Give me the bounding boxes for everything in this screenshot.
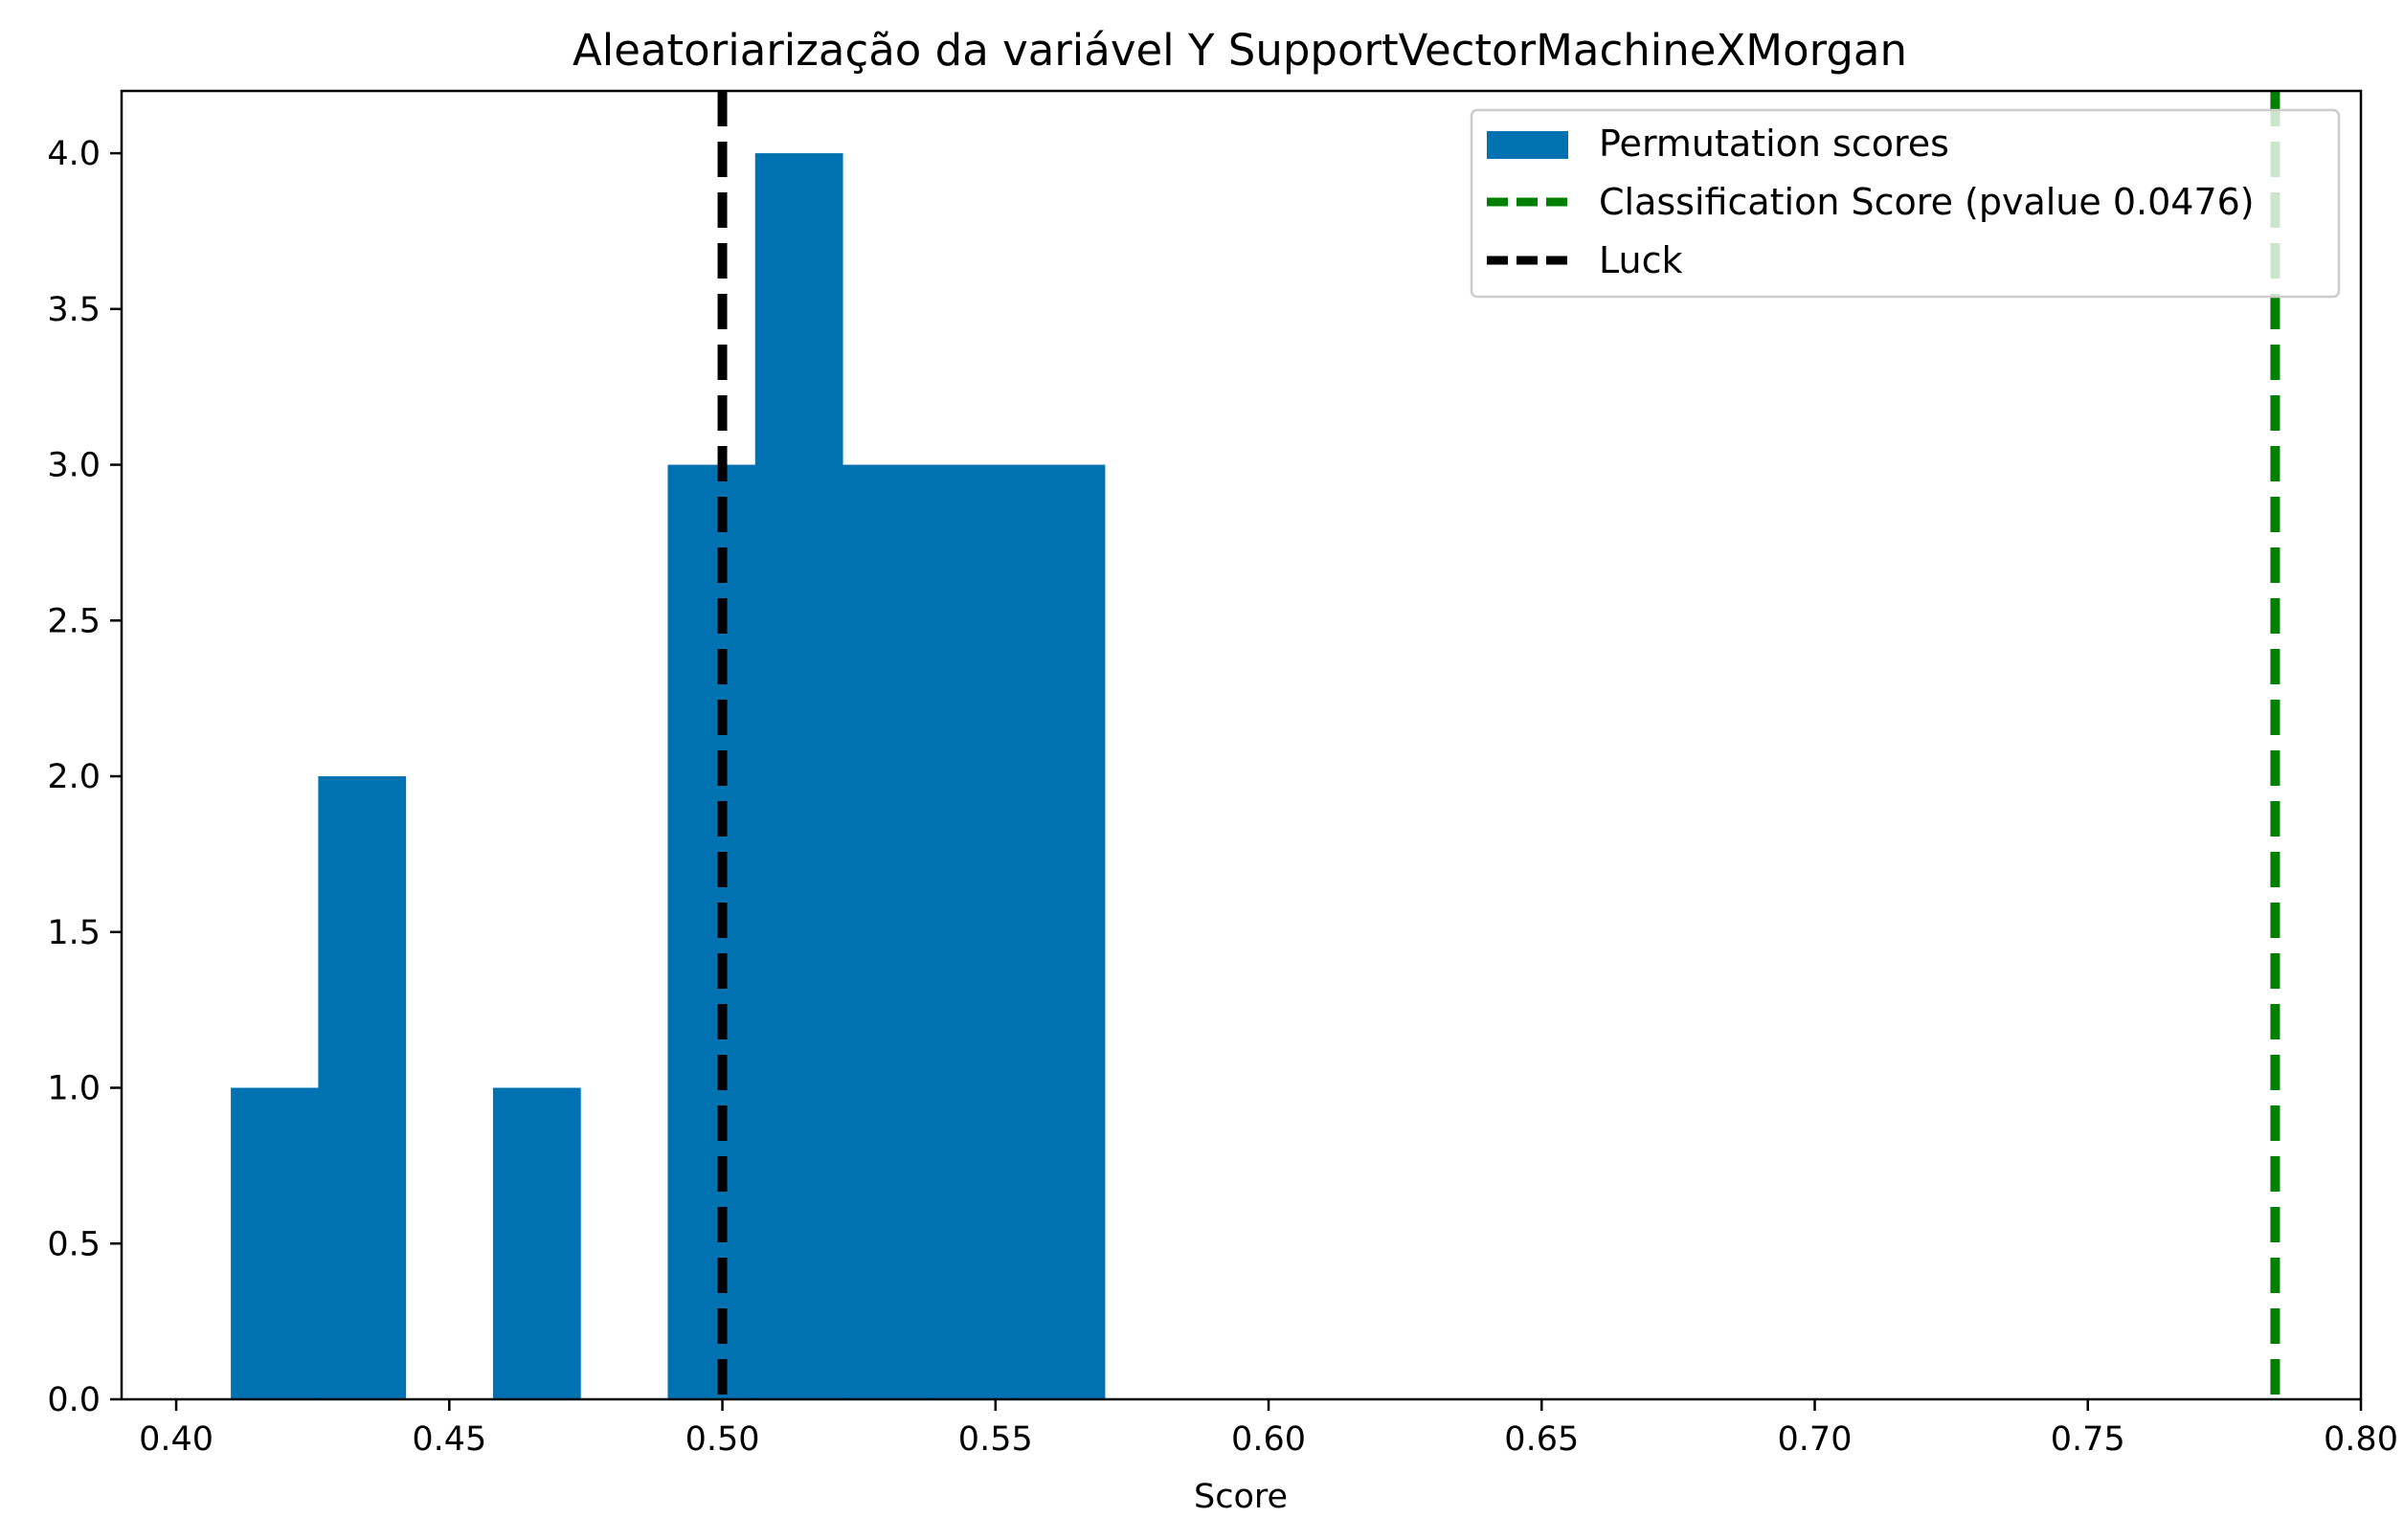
histogram-bar-9 [1017,464,1106,1400]
x-axis-label: Score [1194,1478,1288,1516]
histogram-bar-3 [492,1087,581,1399]
y-tick-label: 4.0 [47,135,101,173]
histogram-bar-7 [843,464,931,1400]
y-tick-label: 1.5 [47,914,101,952]
y-tick-label: 0.5 [47,1225,101,1263]
histogram-bar-0 [231,1087,319,1399]
y-tick-label: 1.0 [47,1070,101,1108]
legend-label-permutation-scores: Permutation scores [1599,123,1949,165]
y-tick-label: 3.5 [47,291,101,329]
y-tick-label: 2.0 [47,758,101,796]
x-tick-label: 0.80 [2324,1420,2398,1459]
x-tick-label: 0.60 [1231,1420,1306,1459]
legend-swatch-permutation-scores [1487,131,1568,159]
histogram-bar-6 [754,153,843,1400]
y-axis-ticks: 0.0 0.5 1.0 1.5 2.0 2.5 3.0 3.5 4.0 [47,135,122,1419]
reference-lines [717,91,2280,1399]
x-axis-ticks: 0.40 0.45 0.50 0.55 0.60 0.65 0.70 0.75 0.80 [139,1399,2398,1459]
x-tick-label: 0.45 [412,1420,486,1459]
x-tick-label: 0.40 [139,1420,213,1459]
x-tick-label: 0.55 [958,1420,1033,1459]
y-tick-label: 2.5 [47,602,101,640]
x-tick-label: 0.50 [685,1420,760,1459]
legend: Permutation scores Classification Score … [1470,108,2341,299]
chart-title: Aleatoriarização da variável Y SupportVe… [573,25,1907,76]
y-tick-label: 3.0 [47,447,101,485]
legend-box [1470,108,2341,299]
legend-label-luck: Luck [1599,239,1683,281]
histogram-bars [231,153,1106,1400]
histogram-bar-5 [667,464,756,1400]
legend-label-classification-score: Classification Score (pvalue 0.0476) [1599,181,2255,223]
histogram-bar-8 [930,464,1019,1400]
plot-frame [120,89,2363,1401]
x-tick-label: 0.75 [2051,1420,2125,1459]
x-tick-label: 0.65 [1504,1420,1579,1459]
x-tick-label: 0.70 [1778,1420,1853,1459]
histogram-bar-1 [318,776,407,1399]
y-tick-label: 0.0 [47,1381,101,1419]
